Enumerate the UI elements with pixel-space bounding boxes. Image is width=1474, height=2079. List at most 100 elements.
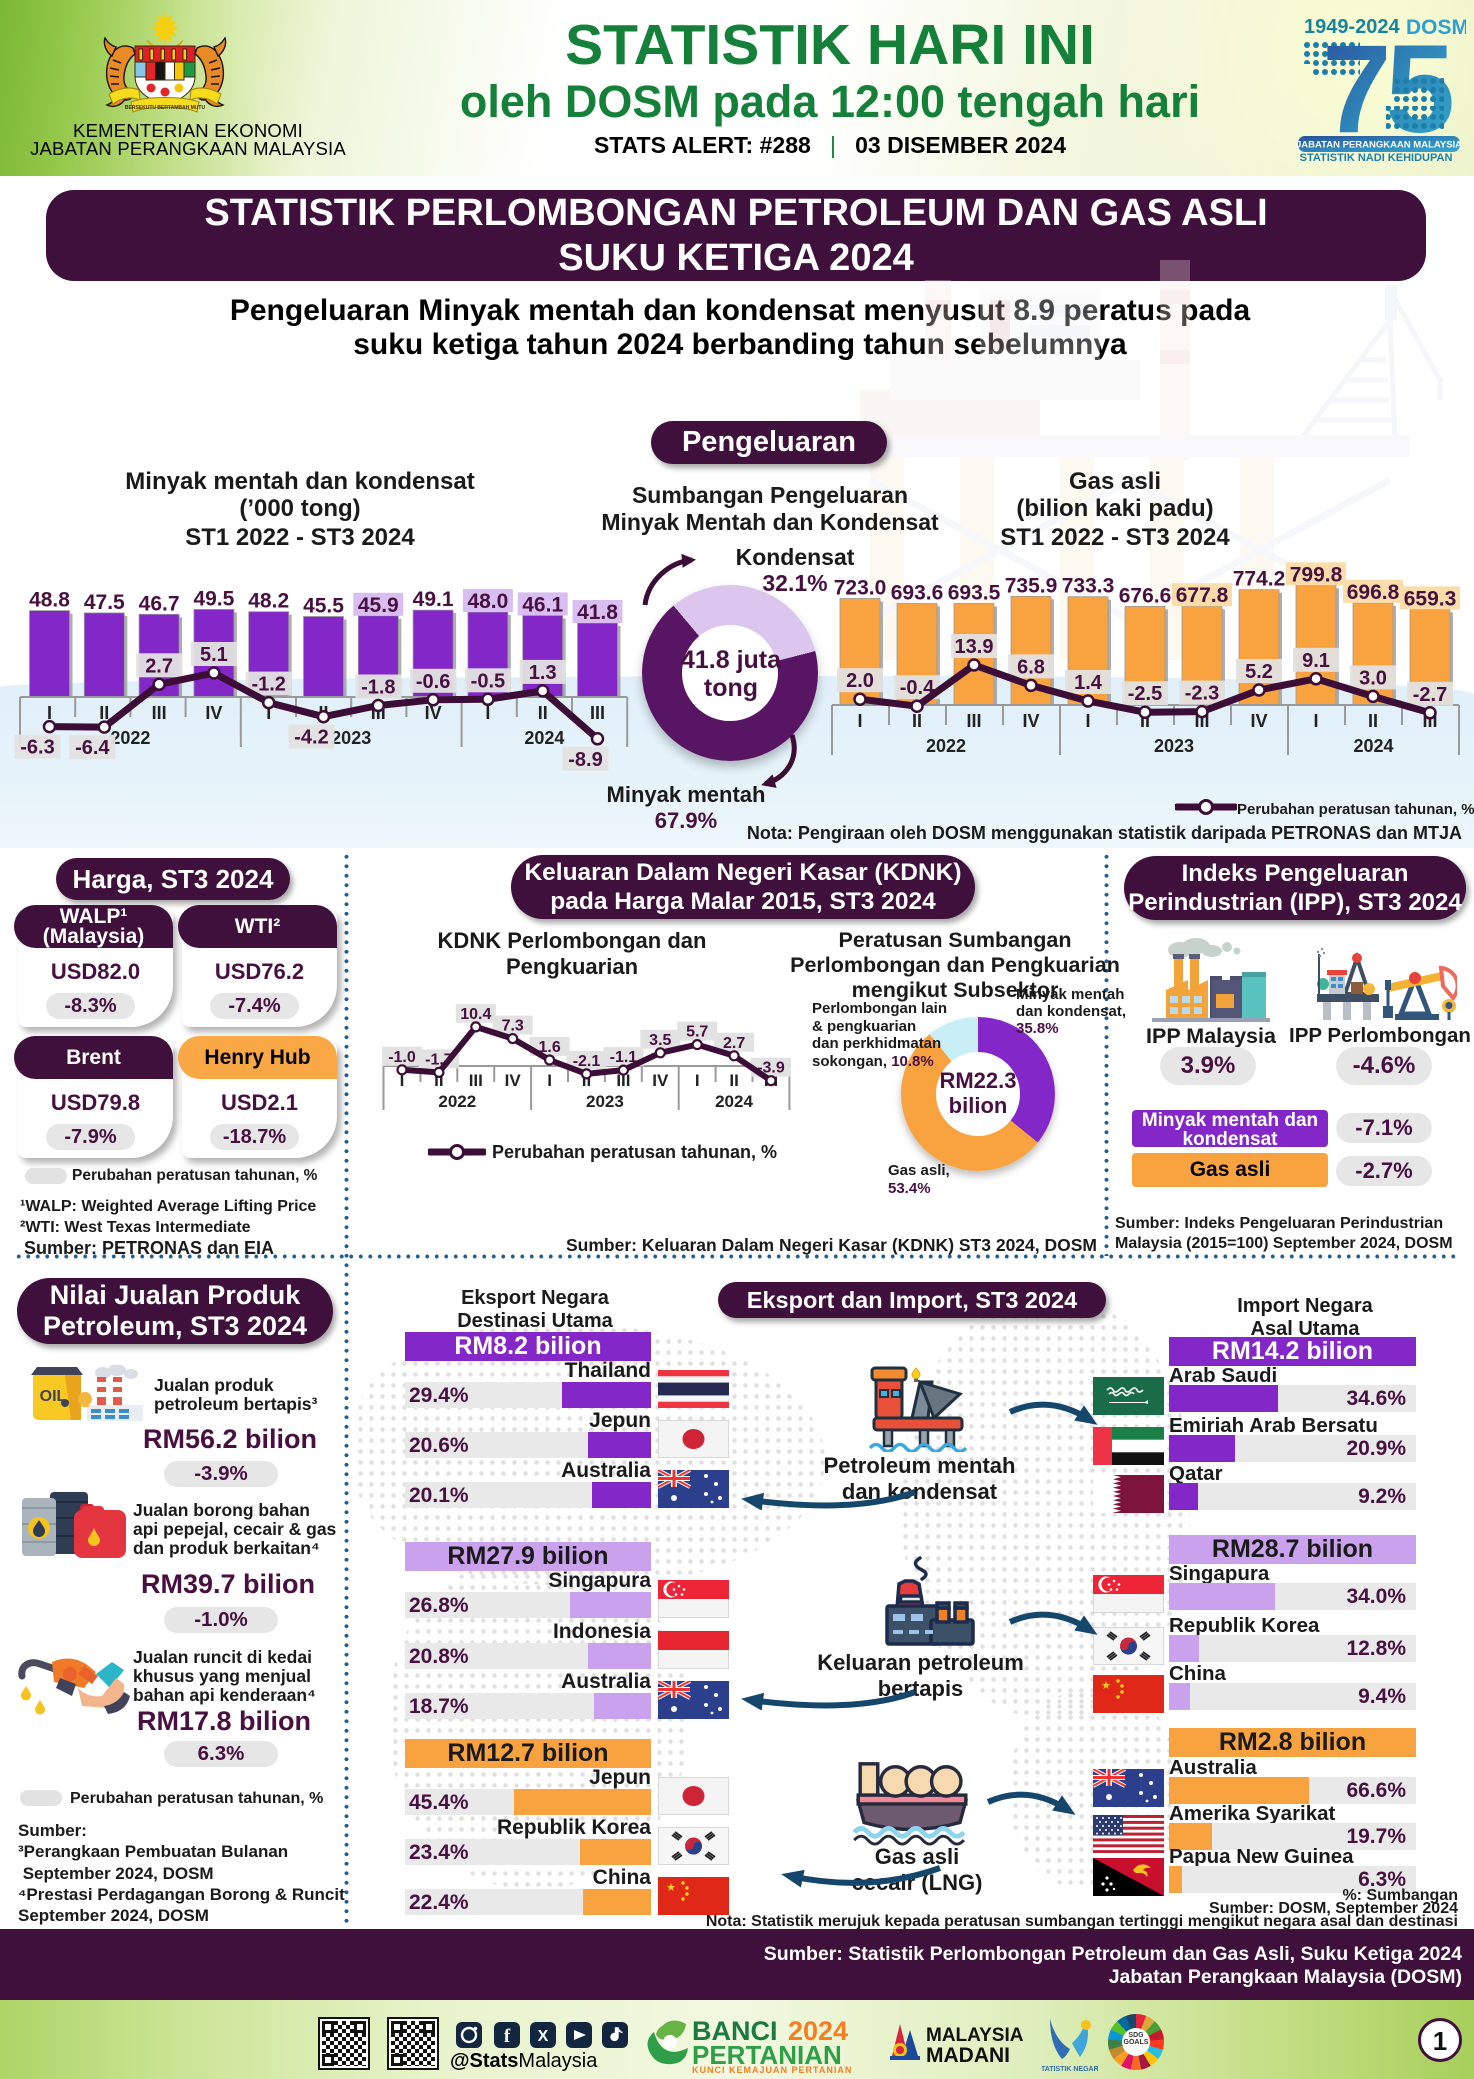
svg-text:II: II (582, 1071, 591, 1090)
svg-text:2.0: 2.0 (846, 670, 874, 692)
svg-text:-0.6: -0.6 (416, 671, 450, 693)
svg-text:2022: 2022 (110, 728, 150, 748)
svg-text:MADANI: MADANI (926, 2044, 1010, 2067)
svg-text:659.3: 659.3 (1404, 587, 1457, 610)
svg-text:-2.3: -2.3 (1185, 683, 1219, 705)
svg-text:735.9: 735.9 (1005, 574, 1058, 597)
svg-text:-0.5: -0.5 (471, 670, 505, 692)
svg-text:1.6: 1.6 (538, 1039, 560, 1056)
svg-text:IV: IV (425, 703, 442, 723)
svg-text:II: II (99, 703, 109, 723)
svg-text:49.1: 49.1 (413, 588, 454, 611)
svg-text:774.2: 774.2 (1233, 568, 1286, 591)
svg-text:I: I (1313, 711, 1318, 731)
svg-text:I: I (485, 703, 490, 723)
svg-text:IV: IV (205, 703, 222, 723)
svg-text:10.4: 10.4 (460, 1006, 491, 1023)
svg-text:677.8: 677.8 (1176, 584, 1229, 607)
svg-text:3.5: 3.5 (649, 1032, 671, 1049)
svg-text:MALAYSIA: MALAYSIA (926, 2025, 1024, 2046)
svg-text:II: II (434, 1071, 443, 1090)
svg-text:1.3: 1.3 (529, 662, 557, 684)
svg-text:2.7: 2.7 (145, 655, 173, 677)
svg-text:-1.1: -1.1 (610, 1049, 638, 1066)
svg-text:II: II (538, 703, 548, 723)
svg-text:-2.5: -2.5 (1128, 683, 1162, 705)
svg-text:799.8: 799.8 (1290, 563, 1343, 586)
svg-text:48.2: 48.2 (248, 590, 289, 613)
svg-text:STATISTIK NEGARA: STATISTIK NEGARA (1042, 2066, 1098, 2073)
svg-text:BERSEKUTU BERTAMBAH MUTU: BERSEKUTU BERTAMBAH MUTU (125, 105, 206, 111)
svg-text:1949-2024: 1949-2024 (1304, 16, 1401, 38)
svg-text:48.0: 48.0 (467, 590, 508, 613)
svg-text:45.5: 45.5 (303, 595, 344, 618)
svg-text:676.6: 676.6 (1119, 584, 1172, 607)
svg-text:II: II (1368, 711, 1378, 731)
svg-text:5.1: 5.1 (200, 644, 228, 666)
svg-text:47.5: 47.5 (84, 591, 125, 614)
svg-text:IV: IV (1022, 711, 1039, 731)
svg-text:IV: IV (505, 1071, 522, 1090)
svg-text:BANCI: BANCI (692, 2016, 778, 2046)
svg-text:II: II (729, 1071, 738, 1090)
svg-text:41.8: 41.8 (577, 601, 618, 624)
svg-text:III: III (966, 711, 981, 731)
svg-text:-1.2: -1.2 (251, 674, 285, 696)
svg-text:2023: 2023 (1154, 736, 1194, 756)
svg-text:-1.8: -1.8 (361, 677, 395, 699)
svg-text:I: I (47, 703, 52, 723)
svg-text:5.7: 5.7 (686, 1024, 708, 1041)
svg-text:2022: 2022 (926, 736, 966, 756)
svg-text:3.0: 3.0 (1359, 667, 1387, 689)
svg-text:I: I (547, 1071, 552, 1090)
svg-text:f: f (504, 2026, 511, 2047)
svg-text:2022: 2022 (438, 1092, 476, 1111)
svg-text:13.9: 13.9 (955, 636, 994, 658)
svg-text:-1.0: -1.0 (388, 1049, 416, 1066)
svg-text:6.8: 6.8 (1017, 656, 1045, 678)
svg-text:723.0: 723.0 (834, 577, 887, 600)
svg-text:JABATAN PERANGKAAN MALAYSIA: JABATAN PERANGKAAN MALAYSIA (1296, 140, 1462, 151)
svg-text:I: I (400, 1071, 405, 1090)
svg-text:-6.4: -6.4 (75, 737, 110, 759)
svg-text:-8.9: -8.9 (568, 749, 602, 771)
svg-text:2.7: 2.7 (723, 1035, 745, 1052)
svg-text:9.1: 9.1 (1302, 650, 1330, 672)
svg-text:5.2: 5.2 (1245, 661, 1273, 683)
svg-text:7.3: 7.3 (502, 1018, 524, 1035)
svg-text:-6.3: -6.3 (20, 737, 54, 759)
svg-text:X: X (538, 2028, 549, 2045)
svg-text:1.4: 1.4 (1074, 672, 1103, 694)
svg-text:OIL: OIL (40, 1388, 67, 1405)
svg-text:III: III (469, 1071, 483, 1090)
svg-text:II: II (1140, 711, 1150, 731)
svg-text:2023: 2023 (331, 728, 371, 748)
svg-text:45.9: 45.9 (358, 594, 399, 617)
svg-text:-2.1: -2.1 (573, 1053, 601, 1070)
svg-text:2024: 2024 (715, 1092, 753, 1111)
svg-text:46.7: 46.7 (139, 592, 180, 615)
svg-text:IV: IV (652, 1071, 669, 1090)
svg-text:693.5: 693.5 (948, 582, 1001, 605)
svg-text:48.8: 48.8 (29, 589, 70, 612)
svg-text:46.1: 46.1 (522, 593, 563, 616)
svg-text:-0.4: -0.4 (900, 677, 935, 699)
svg-text:2024: 2024 (788, 2016, 848, 2046)
svg-text:KUNCI KEMAJUAN PERTANIAN: KUNCI KEMAJUAN PERTANIAN (692, 2065, 852, 2074)
svg-text:I: I (1085, 711, 1090, 731)
svg-text:-4.2: -4.2 (294, 727, 328, 749)
svg-text:2024: 2024 (1353, 736, 1393, 756)
svg-text:II: II (912, 711, 922, 731)
svg-text:-2.7: -2.7 (1413, 684, 1447, 706)
svg-text:696.8: 696.8 (1347, 581, 1400, 604)
svg-text:2023: 2023 (586, 1092, 624, 1111)
svg-text:III: III (616, 1071, 630, 1090)
svg-text:49.5: 49.5 (193, 587, 234, 610)
svg-text:DOSM: DOSM (1406, 16, 1466, 39)
svg-text:I: I (266, 703, 271, 723)
svg-text:I: I (857, 711, 862, 731)
svg-text:III: III (590, 703, 605, 723)
svg-text:PERTANIAN: PERTANIAN (692, 2040, 842, 2070)
svg-text:IV: IV (1250, 711, 1267, 731)
svg-text:693.6: 693.6 (891, 582, 944, 605)
